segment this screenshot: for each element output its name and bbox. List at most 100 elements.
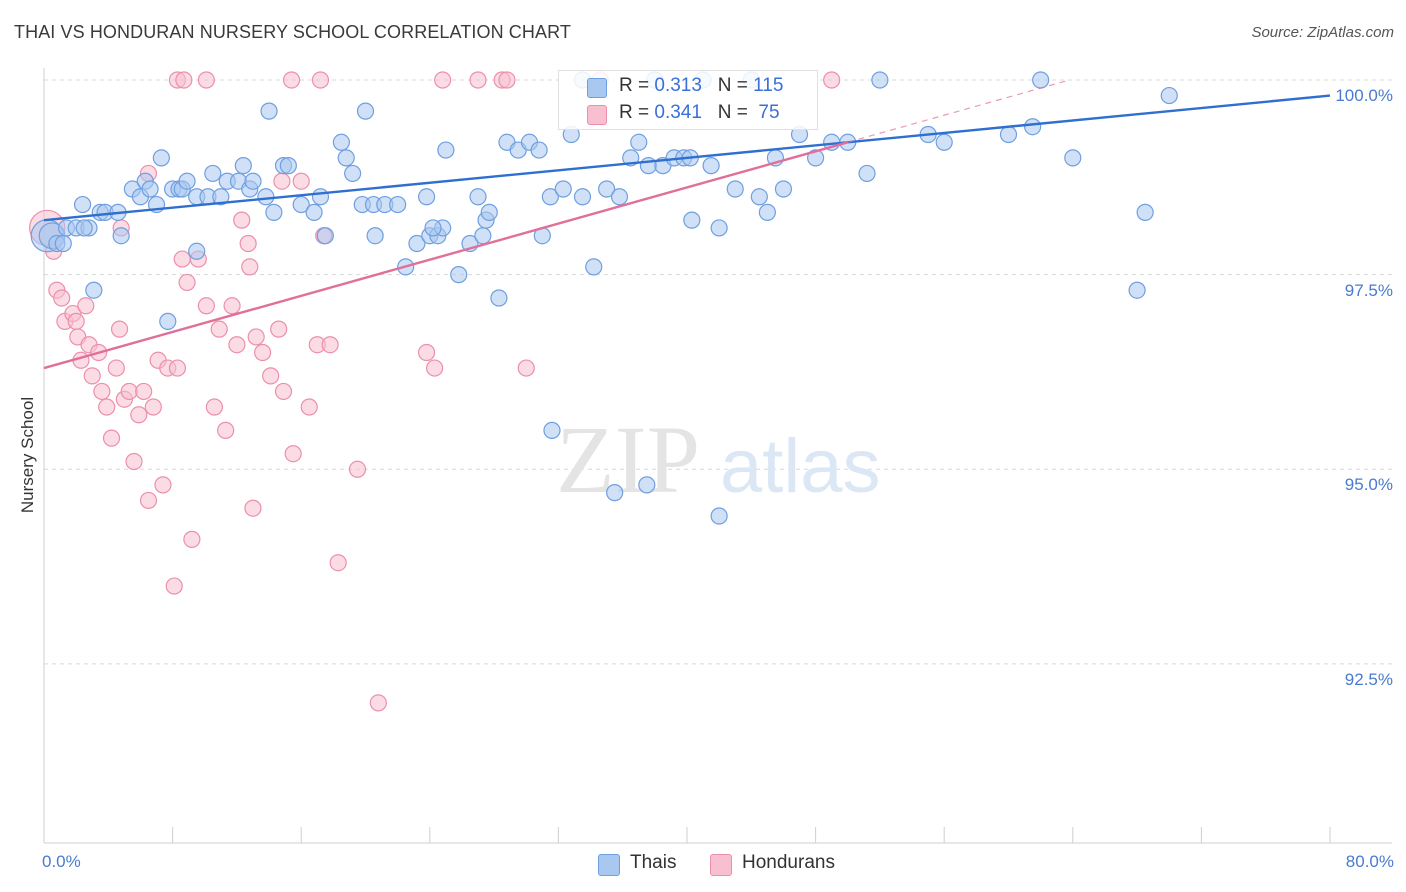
thai-point	[638, 476, 656, 494]
thai-point	[541, 188, 559, 206]
honduran-point	[300, 398, 318, 416]
thai-point	[292, 195, 310, 214]
honduran-point	[175, 71, 193, 89]
thai-point	[188, 242, 206, 260]
honduran-point	[125, 452, 143, 471]
thai-point	[702, 157, 720, 175]
honduran-point	[139, 491, 158, 510]
thai-point	[389, 195, 407, 214]
thai-point	[598, 180, 616, 198]
thai-point	[279, 157, 297, 175]
honduran-n-label: N =	[717, 102, 754, 123]
series-legend: Thais Hondurans	[0, 852, 1406, 878]
thai-point	[112, 227, 130, 245]
honduran-point	[183, 530, 201, 548]
thai-swatch	[587, 78, 607, 98]
thai-point	[1128, 281, 1146, 299]
honduran-point	[135, 382, 153, 401]
honduran-point	[197, 71, 215, 89]
thai-point	[573, 188, 592, 206]
watermark-atlas: atlas	[720, 424, 881, 509]
honduran-point	[228, 336, 246, 354]
honduran-point	[144, 398, 162, 416]
honduran-point	[233, 211, 251, 229]
honduran-point	[178, 273, 196, 292]
honduran-point	[254, 343, 272, 362]
chart-source: Source: ZipAtlas.com	[1251, 24, 1394, 41]
thai-point	[257, 188, 275, 206]
honduran-trend-extension	[847, 79, 1070, 143]
thai-point	[1136, 203, 1154, 221]
honduran-point	[348, 460, 367, 478]
honduran-swatch	[587, 105, 607, 125]
thai-point	[356, 102, 375, 120]
thai-point	[490, 289, 508, 307]
honduran-point	[329, 554, 347, 572]
thai-point	[726, 180, 744, 198]
thai-point	[1024, 118, 1042, 136]
thai-point	[152, 149, 170, 167]
honduran-point	[517, 359, 535, 377]
thais-legend-swatch	[598, 854, 620, 876]
thai-point	[1160, 86, 1178, 105]
honduran-point	[130, 406, 148, 424]
honduran-point	[93, 382, 111, 401]
honduran-point	[83, 367, 101, 385]
honduran-point	[173, 250, 191, 268]
honduran-point	[273, 172, 291, 190]
thai-point	[159, 312, 177, 330]
y-tick-label: 100.0%	[1335, 86, 1393, 105]
honduran-point	[311, 71, 330, 89]
thai-point	[424, 219, 442, 237]
honduran-point	[77, 297, 95, 315]
honduran-point	[165, 577, 183, 595]
thai-point	[141, 180, 159, 198]
honduran-point	[98, 398, 116, 416]
thai-point	[480, 203, 498, 221]
thai-point	[260, 102, 278, 120]
honduran-point	[217, 421, 235, 439]
y-tick-label: 97.5%	[1344, 280, 1393, 300]
honduran-r-label: R =	[619, 102, 655, 123]
thai-trend-line	[43, 94, 1331, 222]
chart-title: THAI VS HONDURAN NURSERY SCHOOL CORRELAT…	[14, 22, 571, 42]
honduran-point	[110, 320, 129, 338]
thai-point	[234, 157, 252, 175]
stats-legend: R = 0.313 N = 115 R = 0.341 N = 75	[558, 70, 818, 130]
thai-point	[204, 164, 222, 183]
honduran-point	[223, 297, 241, 315]
honduran-point	[321, 336, 339, 354]
thai-point	[758, 203, 776, 221]
thai-point	[554, 180, 572, 198]
thai-point	[332, 133, 350, 151]
thai-point	[73, 195, 92, 214]
honduran-r-value: 0.341	[654, 102, 702, 123]
honduran-point	[417, 343, 436, 362]
honduran-point	[498, 71, 516, 89]
thai-point	[85, 281, 103, 299]
thai-point	[530, 141, 548, 159]
honduran-point	[53, 289, 71, 307]
thai-point	[244, 172, 262, 190]
x-tick-label-max: 80.0%	[1345, 852, 1394, 871]
thai-point	[75, 219, 93, 237]
thai-point	[606, 484, 624, 502]
thai-point	[417, 188, 436, 206]
thai-point	[935, 133, 953, 151]
honduran-point	[284, 445, 302, 463]
thai-r-label: R =	[619, 75, 655, 96]
thai-point	[750, 188, 768, 206]
thai-point	[450, 266, 468, 284]
honduran-point	[120, 382, 138, 401]
thai-point	[999, 125, 1018, 144]
thai-point	[543, 421, 561, 439]
honduran-point	[247, 328, 265, 346]
y-tick-label: 95.0%	[1344, 475, 1393, 495]
thai-point	[806, 149, 825, 167]
thai-point	[683, 211, 701, 229]
honduran-point	[102, 429, 121, 447]
thais-legend-label: Thais	[630, 852, 677, 873]
thai-point	[474, 227, 492, 245]
honduran-point	[67, 312, 85, 330]
